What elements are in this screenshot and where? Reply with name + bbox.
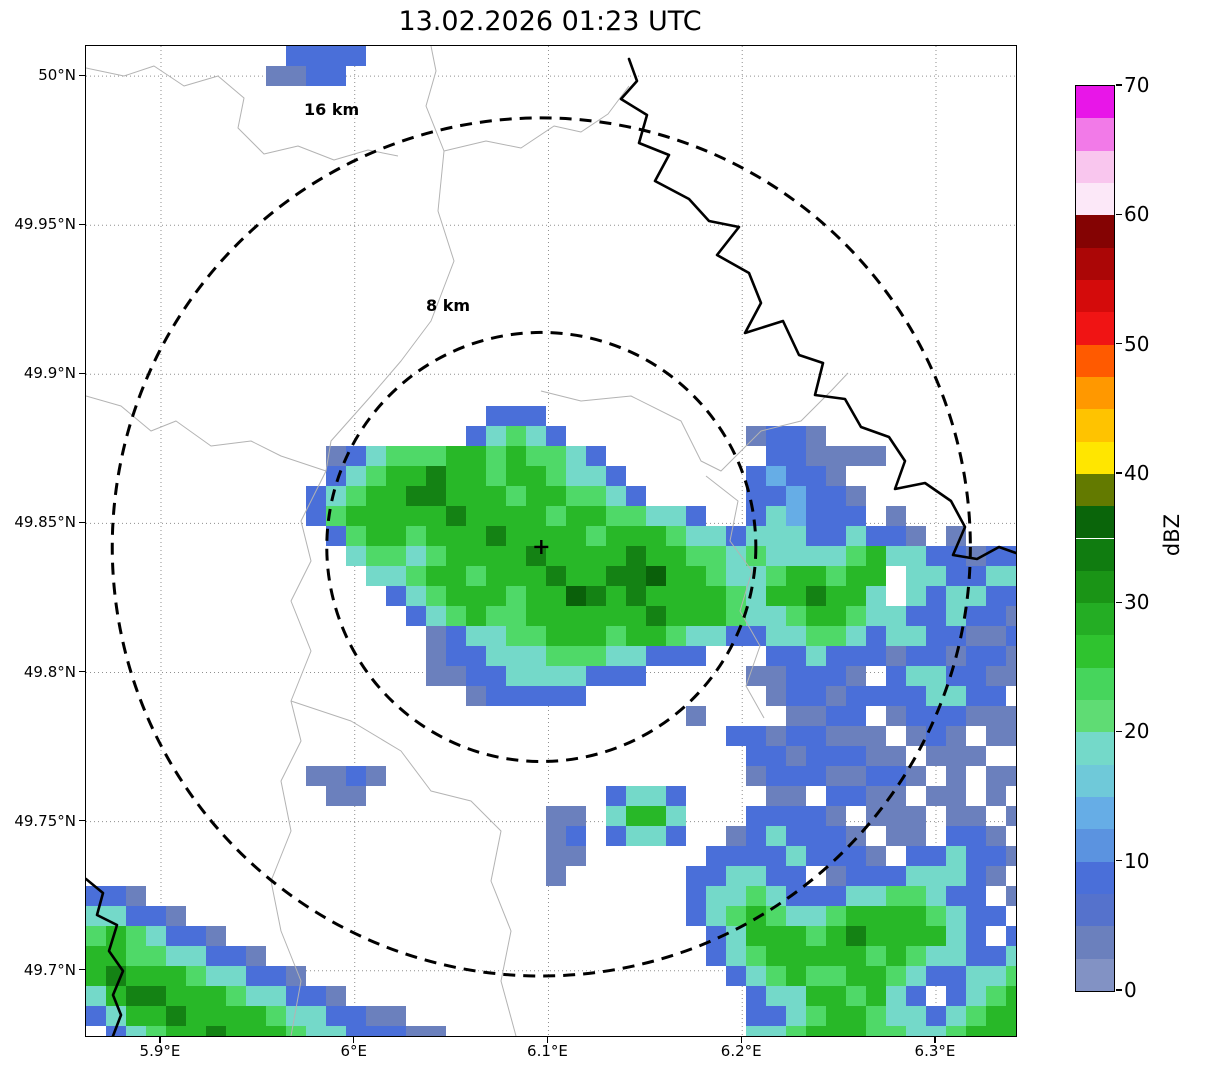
colorbar-segment: [1076, 829, 1114, 862]
colorbar-tick-label: 20: [1124, 719, 1150, 744]
colorbar-tick-label: 60: [1124, 202, 1150, 227]
y-tick-mark: [79, 74, 85, 76]
colorbar-tick-label: 30: [1124, 590, 1150, 615]
colorbar-segment: [1076, 118, 1114, 151]
x-tick-mark: [546, 1037, 549, 1043]
plot-area: 16 km 8 km: [85, 45, 1017, 1037]
colorbar-segment: [1076, 215, 1114, 248]
colorbar-segment: [1076, 506, 1114, 539]
x-tick-mark: [159, 1037, 161, 1043]
colorbar-tick-mark: [1116, 860, 1122, 862]
colorbar-segment: [1076, 861, 1114, 895]
colorbar-segment: [1076, 312, 1114, 345]
y-tick-label: 49.7°N: [23, 960, 76, 979]
y-tick-label: 49.8°N: [23, 662, 76, 681]
x-tick-mark: [934, 1037, 936, 1043]
colorbar-tick-mark: [1116, 472, 1122, 474]
x-tick-mark: [740, 1037, 742, 1043]
colorbar-segment: [1076, 409, 1114, 442]
y-tick-label: 49.9°N: [23, 364, 76, 383]
range-ring-label-16km: 16 km: [304, 100, 360, 119]
radar-site-marker: [534, 539, 549, 554]
colorbar-tick-mark: [1116, 84, 1122, 86]
colorbar-segment: [1076, 635, 1114, 668]
colorbar-segment: [1076, 150, 1114, 183]
colorbar-segment: [1076, 376, 1114, 410]
x-tick-mark: [353, 1037, 355, 1043]
range-ring-label-8km: 8 km: [426, 296, 471, 315]
colorbar-tick-mark: [1116, 989, 1122, 991]
colorbar-segment: [1076, 344, 1114, 377]
colorbar-segment: [1076, 86, 1114, 119]
y-tick-mark: [79, 521, 85, 524]
y-tick-label: 49.85°N: [14, 513, 76, 532]
y-tick-mark: [79, 223, 85, 225]
colorbar-segment: [1076, 279, 1114, 313]
radar-map-canvas: [86, 46, 1016, 1036]
colorbar-tick-mark: [1116, 213, 1122, 215]
y-tick-mark: [79, 969, 85, 971]
colorbar-tick-label: 70: [1124, 73, 1150, 97]
x-tick-label: 5.9°E: [139, 1042, 181, 1060]
colorbar-segment: [1076, 538, 1114, 571]
y-tick-mark: [79, 819, 85, 822]
x-tick-label: 6°E: [340, 1042, 367, 1060]
colorbar-segment: [1076, 797, 1114, 830]
range-rings: [110, 116, 972, 978]
colorbar-tick-mark: [1116, 730, 1122, 733]
radar-heatmap: [86, 46, 1016, 1036]
y-tick-mark: [79, 670, 85, 673]
colorbar-segment: [1076, 894, 1114, 927]
colorbar-segment: [1076, 441, 1114, 474]
colorbar-tick-mark: [1116, 601, 1122, 603]
colorbar-segment: [1076, 182, 1114, 216]
y-tick-label: 50°N: [38, 66, 76, 85]
colorbar: [1075, 85, 1115, 992]
colorbar-segment: [1076, 732, 1114, 765]
y-tick-mark: [79, 372, 85, 374]
colorbar-label: dBZ: [1160, 513, 1184, 557]
figure-title: 13.02.2026 01:23 UTC: [398, 6, 702, 37]
colorbar-tick-label: 0: [1124, 978, 1137, 1002]
colorbar-segment: [1076, 958, 1114, 991]
colorbar-tick-label: 10: [1124, 848, 1150, 873]
colorbar-segment: [1076, 926, 1114, 959]
colorbar-segment: [1076, 700, 1114, 733]
colorbar-tick-mark: [1116, 342, 1122, 345]
colorbar-segment: [1076, 247, 1114, 280]
y-tick-label: 49.75°N: [14, 811, 76, 830]
colorbar-tick-label: 40: [1124, 460, 1150, 485]
colorbar-gradient: [1076, 86, 1114, 991]
colorbar-segment: [1076, 667, 1114, 701]
admin-boundaries: [86, 46, 849, 1036]
rivers: [86, 57, 1016, 1036]
x-tick-label: 6.2°E: [720, 1042, 762, 1060]
colorbar-tick-label: 50: [1124, 331, 1150, 356]
x-tick-label: 6.3°E: [914, 1042, 956, 1060]
y-tick-label: 49.95°N: [14, 215, 76, 234]
colorbar-segment: [1076, 764, 1114, 798]
colorbar-segment: [1076, 603, 1114, 636]
colorbar-segment: [1076, 473, 1114, 507]
colorbar-segment: [1076, 570, 1114, 604]
x-tick-label: 6.1°E: [527, 1042, 568, 1060]
